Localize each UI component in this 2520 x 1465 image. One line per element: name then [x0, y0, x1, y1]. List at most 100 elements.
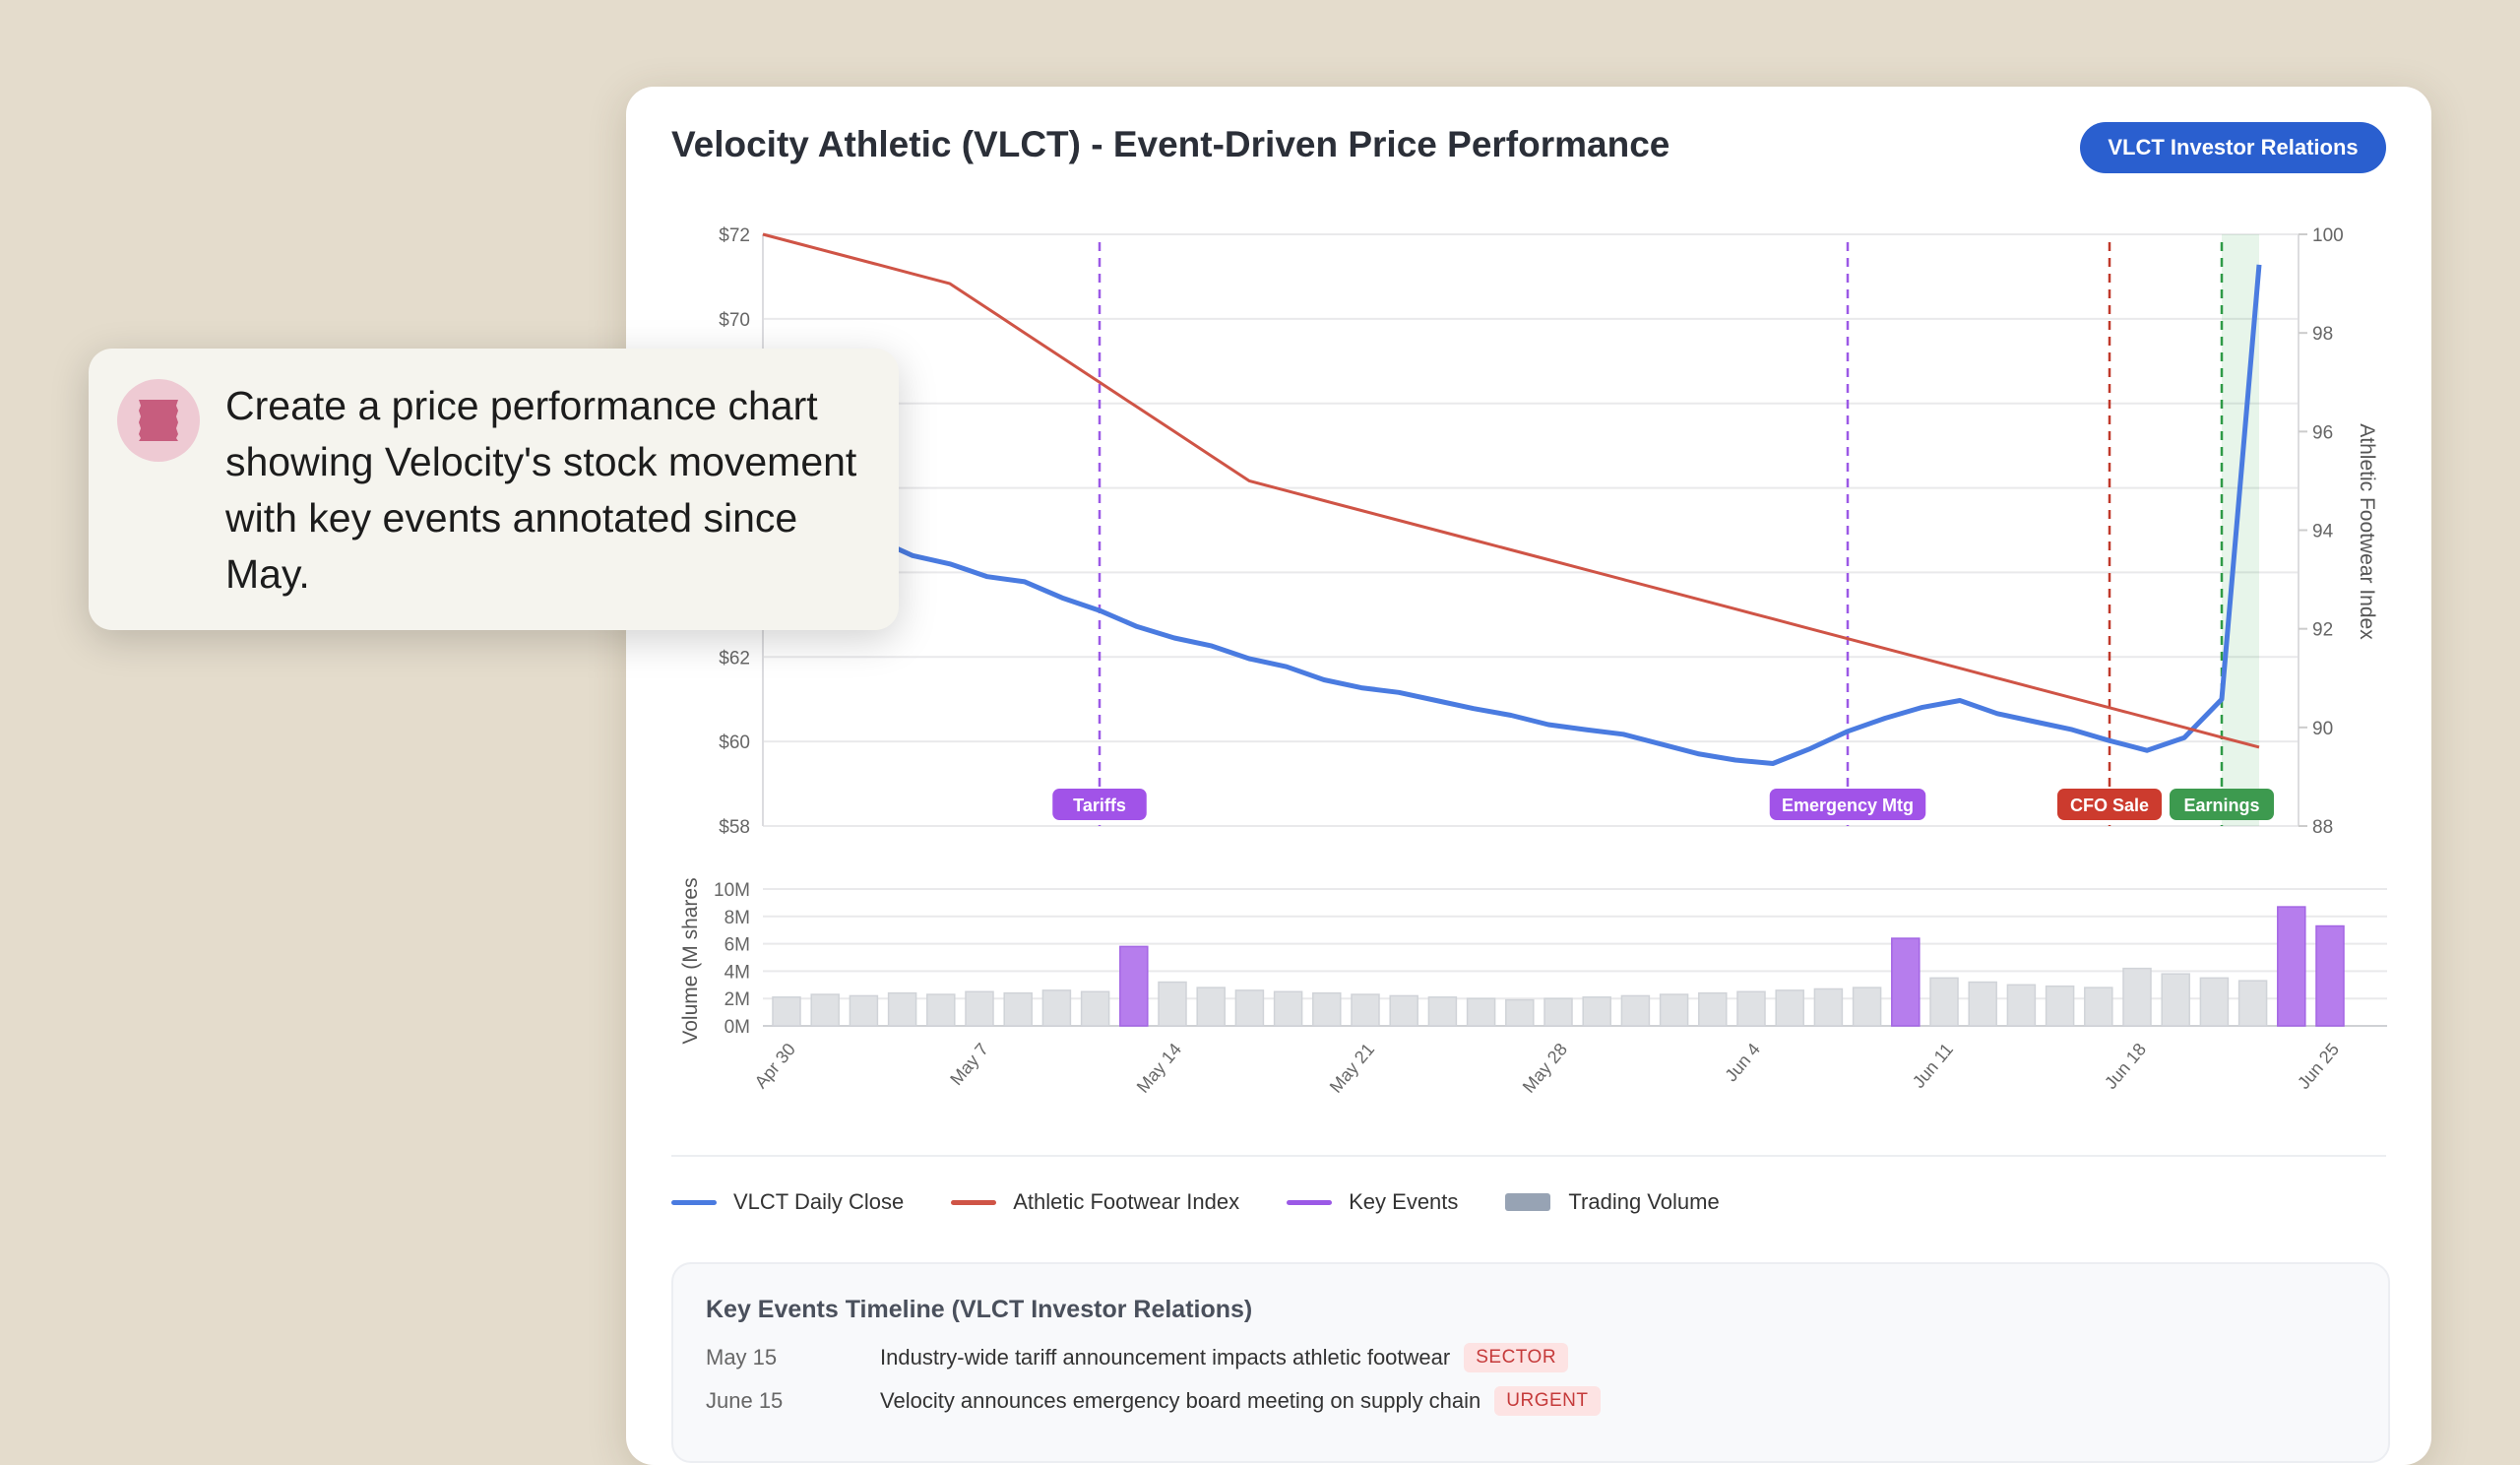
event-badge-label: CFO Sale [2070, 796, 2149, 815]
volume-bar [2045, 985, 2075, 1027]
volume-bar [887, 991, 917, 1027]
y-left-tick-label: $62 [719, 648, 750, 669]
date-tick-label: Apr 30 [751, 1040, 799, 1092]
key-events-timeline: Key Events Timeline (VLCT Investor Relat… [671, 1262, 2390, 1463]
line-swatch-icon [1287, 1199, 1333, 1205]
event-description: Industry-wide tariff announcement impact… [880, 1345, 1451, 1369]
volume-bar-event [1891, 937, 1921, 1027]
event-badge [2057, 789, 2162, 820]
date-tick-label: Jun 4 [1721, 1040, 1764, 1086]
legend-divider [671, 1155, 2386, 1157]
volume-bar [849, 994, 879, 1027]
volume-tick-label: 10M [714, 880, 750, 901]
event-date: June 15 [706, 1388, 784, 1413]
line-swatch-icon [671, 1199, 717, 1205]
volume-bar [1273, 990, 1303, 1027]
date-tick-label: May 28 [1519, 1040, 1571, 1097]
event-description: Velocity announces emergency board meeti… [880, 1388, 1481, 1413]
legend-item-footwear-index[interactable]: Athletic Footwear Index [951, 1189, 1239, 1215]
volume-bar [1196, 987, 1226, 1027]
volume-tick-label: 6M [724, 935, 750, 956]
volume-bar [1544, 997, 1573, 1027]
event-badge: URGENT [1494, 1386, 1601, 1416]
legend-item-key-events[interactable]: Key Events [1287, 1189, 1458, 1215]
event-date: May 15 [706, 1345, 778, 1369]
volume-tick-label: 4M [724, 962, 750, 983]
legend-label: VLCT Daily Close [733, 1189, 905, 1214]
volume-bar [1582, 996, 1611, 1027]
volume-bar-event [1119, 945, 1149, 1027]
event-badge [2170, 789, 2274, 820]
legend-item-vlct-close[interactable]: VLCT Daily Close [671, 1189, 904, 1215]
timeline-row: June 15 Velocity announces emergency boa… [706, 1386, 1601, 1416]
volume-bar [2084, 987, 2113, 1027]
legend-label: Key Events [1349, 1189, 1459, 1214]
date-tick-label: Jun 25 [2294, 1040, 2343, 1093]
y-right-tick-label: 90 [2312, 719, 2333, 739]
volume-bar [772, 996, 801, 1027]
volume-bar [1427, 996, 1458, 1027]
event-badge-label: Emergency Mtg [1782, 796, 1914, 815]
y-right-tick-label: 100 [2312, 225, 2344, 246]
investor-relations-button[interactable]: VLCT Investor Relations [2080, 122, 2386, 173]
volume-bar [1813, 987, 1844, 1027]
volume-bar [1312, 991, 1342, 1027]
prompt-bubble: Create a price performance chart showing… [89, 349, 899, 630]
volume-bar [1080, 990, 1110, 1027]
legend-label: Trading Volume [1568, 1189, 1720, 1214]
volume-bar [1852, 987, 1882, 1027]
y-right-tick-label: 96 [2312, 422, 2333, 443]
event-badge [1052, 789, 1147, 820]
footwear-index-line [762, 232, 2260, 749]
price-volume-chart: $58 $60 $62 $70 $72 88 90 92 94 96 98 100 Athletic F… [679, 225, 2387, 1097]
y-left-tick-label: $72 [719, 225, 750, 246]
volume-bar [1775, 989, 1804, 1027]
legend-item-trading-volume[interactable]: Trading Volume [1505, 1189, 1720, 1215]
stamp-icon [117, 379, 200, 462]
volume-bar [965, 990, 994, 1027]
volume-bar [1929, 977, 1959, 1027]
y-left-tick-label: $58 [719, 817, 750, 838]
y-right-tick-label: 98 [2312, 324, 2333, 345]
volume-bar [2122, 967, 2152, 1027]
volume-bar [1466, 997, 1496, 1027]
volume-bar [926, 993, 956, 1027]
volume-bar [1698, 991, 1728, 1027]
timeline-row: May 15 Industry-wide tariff announcement… [706, 1343, 1569, 1372]
date-tick-label: May 7 [946, 1040, 992, 1089]
volume-bar-event [2277, 906, 2306, 1027]
y-right-axis-title: Athletic Footwear Index [2356, 423, 2378, 640]
timeline-title: Key Events Timeline (VLCT Investor Relat… [706, 1296, 1253, 1323]
event-badge [1769, 789, 1926, 820]
volume-axis-title: Volume (M shares [679, 877, 702, 1044]
volume-bar [1659, 993, 1689, 1027]
volume-bar [1158, 981, 1187, 1027]
page-title: Velocity Athletic (VLCT) - Event-Driven … [671, 124, 1670, 164]
volume-bar [810, 993, 840, 1027]
line-swatch-icon [951, 1199, 997, 1205]
volume-bar [1389, 994, 1418, 1027]
volume-bar [1968, 981, 1997, 1027]
volume-tick-label: 2M [724, 989, 750, 1010]
event-badge-label: Tariffs [1073, 796, 1126, 815]
volume-bar [2237, 980, 2268, 1027]
volume-bar-event [2315, 924, 2345, 1027]
y-left-tick-label: $70 [719, 310, 750, 331]
y-right-tick-label: 94 [2312, 522, 2334, 542]
event-badge: SECTOR [1464, 1343, 1569, 1372]
volume-tick-label: 0M [724, 1017, 750, 1038]
volume-bar [2199, 977, 2230, 1027]
date-tick-label: Jun 18 [2101, 1040, 2150, 1093]
y-right-tick-label: 88 [2312, 817, 2333, 838]
volume-tick-label: 8M [724, 908, 750, 928]
legend-label: Athletic Footwear Index [1013, 1189, 1240, 1214]
box-swatch-icon [1505, 1193, 1551, 1211]
chart-card [626, 87, 2431, 1465]
date-tick-label: May 14 [1133, 1040, 1185, 1097]
volume-bar [1736, 990, 1766, 1027]
volume-bar [1351, 993, 1380, 1027]
volume-bar [1234, 989, 1265, 1027]
vlct-close-line [761, 264, 2262, 766]
volume-bar [1003, 991, 1033, 1027]
y-left-tick-label: $60 [719, 732, 750, 753]
